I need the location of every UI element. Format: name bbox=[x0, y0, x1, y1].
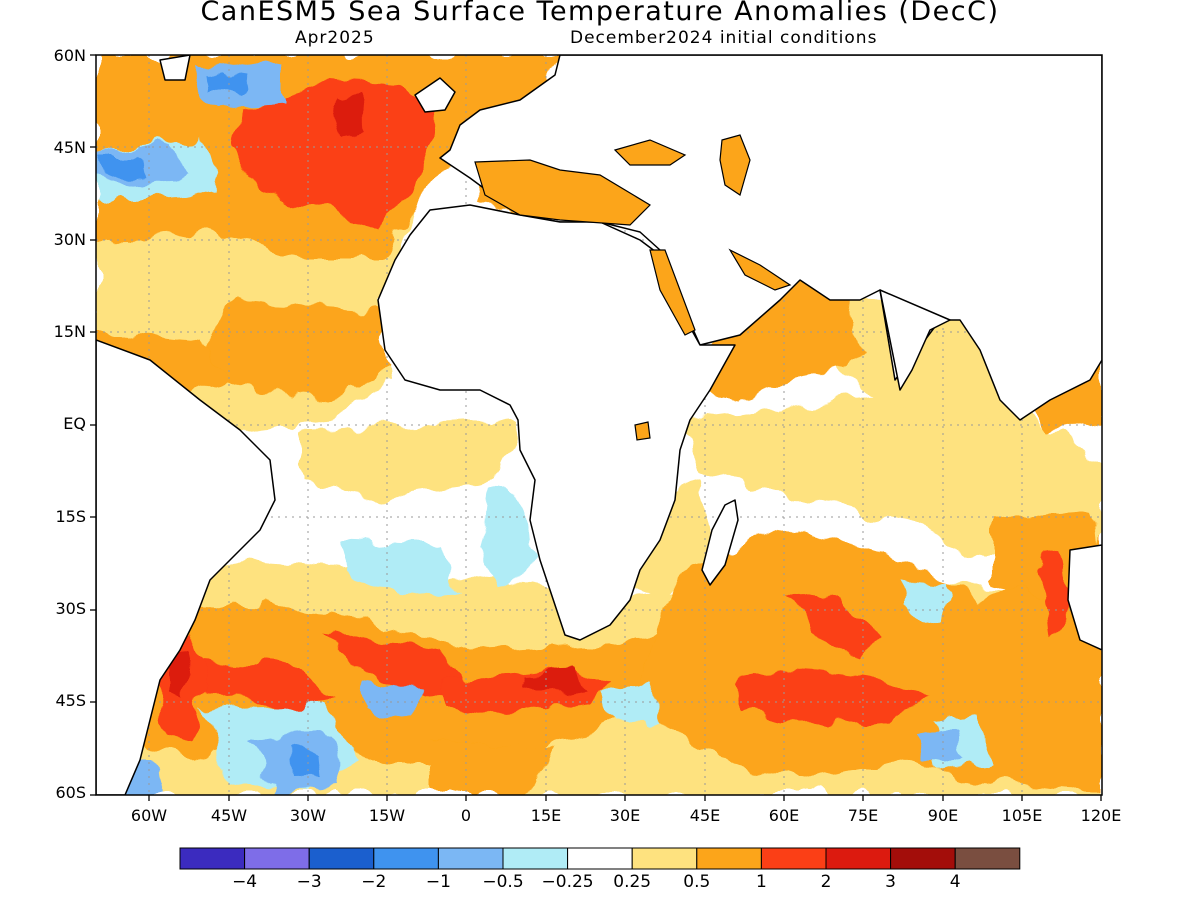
colorbar bbox=[179, 847, 1021, 870]
colorbar-swatch bbox=[373, 847, 439, 870]
lon-label: 45W bbox=[210, 806, 248, 825]
lon-label: 30W bbox=[289, 806, 327, 825]
colorbar-swatch bbox=[437, 847, 504, 870]
colorbar-swatch bbox=[244, 847, 310, 870]
colorbar-swatch bbox=[502, 847, 569, 870]
lon-label: 60W bbox=[130, 806, 168, 825]
lon-label: 120E bbox=[1080, 806, 1122, 825]
colorbar-label: 1 bbox=[755, 872, 767, 892]
colorbar-swatch bbox=[179, 847, 246, 870]
forecast-month: Apr2025 bbox=[295, 28, 375, 48]
anomaly-contour-1 bbox=[155, 80, 1070, 740]
colorbar-label: −1 bbox=[425, 872, 451, 892]
lat-label: 30N bbox=[53, 230, 86, 249]
axis-ticks bbox=[90, 54, 1102, 801]
colorbar-swatch bbox=[631, 847, 698, 870]
lon-label: 45E bbox=[689, 806, 721, 825]
anomaly-contour-neg1 bbox=[100, 70, 322, 776]
persian-gulf bbox=[728, 248, 792, 291]
colorbar-label: 2 bbox=[820, 872, 832, 892]
lon-label: 60E bbox=[768, 806, 800, 825]
map-title: CanESM5 Sea Surface Temperature Anomalie… bbox=[200, 0, 1000, 27]
madagascar-land bbox=[701, 499, 739, 586]
anomaly-contour-2 bbox=[168, 95, 590, 700]
iceland-land bbox=[159, 55, 191, 81]
lon-label: 15E bbox=[530, 806, 562, 825]
lon-label: 75E bbox=[847, 806, 879, 825]
lon-label: 105E bbox=[1001, 806, 1043, 825]
colorbar-swatch bbox=[890, 847, 956, 870]
colorbar-swatch bbox=[760, 847, 827, 870]
lon-label: 15W bbox=[368, 806, 406, 825]
colorbar-label: 0.25 bbox=[613, 872, 652, 892]
caspian-sea bbox=[719, 134, 751, 196]
colorbar-label: −0.5 bbox=[482, 872, 524, 892]
australia-land bbox=[1067, 544, 1102, 651]
lon-label: 30E bbox=[609, 806, 641, 825]
lon-label: 0 bbox=[460, 806, 472, 825]
colorbar-swatch bbox=[567, 847, 633, 870]
lat-label: 15S bbox=[55, 507, 86, 526]
colorbar-label: −3 bbox=[296, 872, 322, 892]
landmasses bbox=[96, 55, 1102, 795]
lat-label: EQ bbox=[63, 414, 86, 433]
anomaly-field bbox=[96, 55, 1102, 795]
inland-seas bbox=[474, 134, 792, 441]
colorbar-swatch bbox=[954, 847, 1021, 870]
lat-label: 45S bbox=[55, 691, 86, 710]
colorbar-label: 3 bbox=[885, 872, 896, 892]
initial-conditions: December2024 initial conditions bbox=[570, 28, 878, 48]
lake-victoria bbox=[634, 421, 651, 441]
graticule bbox=[96, 55, 1102, 795]
colorbar-swatch bbox=[825, 847, 892, 870]
colorbar-label: −2 bbox=[361, 872, 387, 892]
lat-label: 15N bbox=[53, 322, 86, 341]
colorbar-label: 0.5 bbox=[683, 872, 711, 892]
south-america-land bbox=[96, 339, 276, 795]
colorbar-label: −4 bbox=[232, 872, 258, 892]
lat-label: 60S bbox=[55, 783, 86, 802]
red-sea bbox=[649, 249, 696, 336]
colorbar-label: −0.25 bbox=[541, 872, 594, 892]
india-land bbox=[879, 289, 951, 391]
colorbar-label: 4 bbox=[949, 872, 961, 892]
colorbar-swatch bbox=[308, 847, 375, 870]
british-isles-land bbox=[414, 77, 456, 113]
mediterranean-sea bbox=[474, 159, 651, 226]
lat-label: 60N bbox=[53, 46, 86, 65]
black-sea bbox=[613, 139, 687, 166]
lon-label: 90E bbox=[927, 806, 959, 825]
lat-label: 30S bbox=[55, 599, 86, 618]
colorbar-swatch bbox=[696, 847, 762, 870]
lat-label: 45N bbox=[53, 138, 86, 157]
